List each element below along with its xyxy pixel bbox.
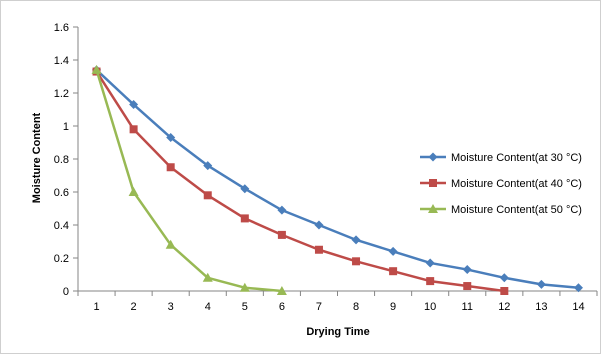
data-point bbox=[500, 287, 509, 295]
x-tick-label: 7 bbox=[316, 301, 322, 313]
x-tick-label: 3 bbox=[168, 301, 174, 313]
data-point bbox=[129, 100, 139, 110]
data-point bbox=[389, 267, 398, 276]
x-tick-label: 6 bbox=[279, 301, 285, 313]
x-tick-label: 4 bbox=[205, 301, 211, 313]
data-point bbox=[462, 265, 472, 275]
legend-label: Moisture Content(at 30 °C) bbox=[451, 152, 582, 164]
y-axis-title: Moisture Content bbox=[31, 112, 43, 203]
x-tick-label: 8 bbox=[353, 301, 359, 313]
legend-marker bbox=[429, 179, 437, 187]
data-point bbox=[129, 125, 138, 134]
data-point bbox=[166, 133, 176, 143]
series-group bbox=[91, 64, 583, 295]
x-tick-label: 11 bbox=[462, 301, 473, 313]
data-point bbox=[166, 163, 175, 172]
x-tick-label: 10 bbox=[424, 301, 436, 313]
data-point bbox=[314, 220, 324, 230]
legend-label: Moisture Content(at 50 °C) bbox=[451, 204, 582, 216]
data-point bbox=[91, 64, 102, 74]
legend-item: Moisture Content(at 50 °C) bbox=[420, 204, 582, 216]
data-point bbox=[463, 282, 472, 291]
data-point bbox=[240, 214, 249, 223]
y-tick-label: 0.6 bbox=[54, 187, 69, 199]
series-line bbox=[95, 70, 505, 293]
legend-label: Moisture Content(at 40 °C) bbox=[451, 178, 582, 190]
x-tick-label: 14 bbox=[572, 301, 584, 313]
data-point bbox=[352, 257, 361, 266]
x-tick-label: 13 bbox=[535, 301, 547, 313]
legend-marker bbox=[428, 152, 438, 162]
y-tick-label: 0.4 bbox=[54, 220, 69, 232]
legend-item: Moisture Content(at 30 °C) bbox=[420, 152, 582, 164]
data-point bbox=[536, 279, 546, 289]
y-tick-label: 1.6 bbox=[54, 22, 69, 34]
legend: Moisture Content(at 30 °C) Moisture Conte… bbox=[420, 152, 582, 216]
legend-marker bbox=[428, 204, 438, 213]
data-point bbox=[240, 184, 250, 194]
data-point bbox=[388, 246, 398, 256]
data-point bbox=[573, 283, 583, 293]
series-3 bbox=[91, 64, 287, 295]
x-tick-label: 12 bbox=[498, 301, 510, 313]
y-tick-label: 1.2 bbox=[54, 88, 69, 100]
y-tick-label: 0.8 bbox=[54, 154, 69, 166]
x-tick-label: 1 bbox=[93, 301, 99, 313]
y-tick-label: 1.4 bbox=[54, 55, 69, 67]
y-tick-label: 0 bbox=[63, 286, 69, 298]
data-point bbox=[239, 282, 250, 292]
data-point bbox=[314, 245, 323, 254]
x-tick-label: 5 bbox=[242, 301, 248, 313]
series-line bbox=[95, 69, 283, 293]
data-point bbox=[128, 187, 139, 196]
data-point bbox=[277, 230, 286, 239]
axes: 00.20.40.60.811.21.41.61 2 3 4 5 6 7 8 9 10 11 12 13… bbox=[54, 22, 598, 313]
x-tick-label: 9 bbox=[390, 301, 396, 313]
data-point bbox=[426, 277, 435, 286]
y-tick-label: 0.2 bbox=[54, 253, 69, 265]
x-axis-title: Drying Time bbox=[306, 326, 369, 338]
data-point bbox=[499, 273, 509, 283]
x-tick-label: 2 bbox=[131, 301, 137, 313]
data-point bbox=[202, 272, 213, 282]
series-line bbox=[95, 68, 579, 289]
data-point bbox=[276, 286, 287, 295]
y-tick-label: 1 bbox=[63, 121, 69, 133]
data-point bbox=[165, 239, 176, 249]
data-point bbox=[203, 191, 212, 200]
data-point bbox=[425, 258, 435, 268]
legend-item: Moisture Content(at 40 °C) bbox=[420, 178, 582, 190]
data-point bbox=[277, 205, 287, 215]
data-point bbox=[203, 161, 213, 171]
data-point bbox=[351, 235, 361, 245]
